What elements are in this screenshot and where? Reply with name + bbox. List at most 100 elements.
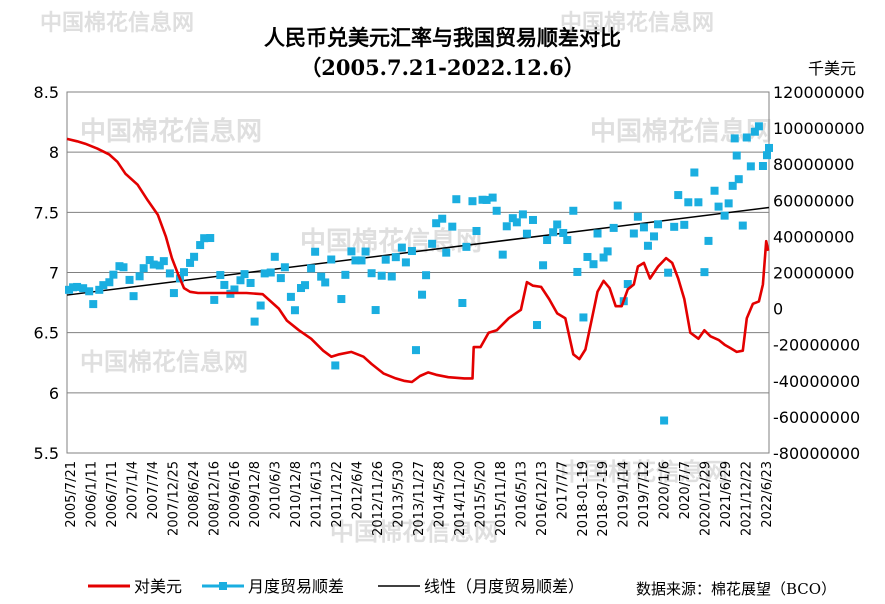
surplus-marker [105, 278, 114, 287]
left-axis-tick-label: 6.5 [34, 324, 59, 343]
surplus-marker [438, 214, 447, 223]
surplus-marker [169, 289, 178, 298]
x-axis-tick-label: 2018-01-19 [576, 461, 591, 537]
legend-label-trend: 线性（月度贸易顺差） [424, 577, 584, 596]
x-axis-tick-label: 2019/7/12 [637, 461, 652, 528]
surplus-marker [297, 284, 305, 293]
x-axis-tick-label: 2005/7/21 [64, 461, 79, 528]
x-axis-tick-label: 2008/12/16 [207, 461, 222, 536]
surplus-marker [442, 248, 451, 257]
surplus-marker [391, 253, 400, 262]
surplus-marker [115, 262, 124, 271]
x-axis-tick-label: 2016/12/13 [535, 461, 550, 536]
surplus-marker [307, 264, 316, 273]
surplus-marker [593, 229, 602, 238]
surplus-marker [694, 198, 703, 207]
surplus-marker [119, 263, 128, 272]
surplus-marker [633, 212, 642, 221]
x-axis-tick-label: 2011/12/2 [330, 461, 345, 528]
surplus-marker [89, 300, 98, 309]
surplus-marker [220, 280, 229, 289]
right-axis-unit: 千美元 [808, 59, 857, 78]
right-axis-tick-label: 0 [773, 300, 783, 319]
surplus-marker [311, 247, 320, 256]
x-axis-tick-label: 2010/12/8 [289, 461, 304, 528]
surplus-marker [317, 272, 326, 281]
surplus-marker [250, 317, 259, 326]
surplus-marker [742, 133, 751, 142]
x-axis-tick-label: 2013/5/30 [392, 461, 407, 528]
surplus-marker [492, 206, 501, 215]
surplus-marker [401, 258, 410, 267]
surplus-marker [377, 271, 386, 280]
surplus-marker [256, 301, 265, 310]
surplus-marker [559, 228, 568, 237]
surplus-marker [246, 278, 255, 287]
x-axis-tick-label: 2012/11/26 [371, 461, 386, 536]
x-axis-tick-label: 2021/6/29 [719, 461, 734, 528]
surplus-marker [738, 221, 747, 230]
watermark-text: 中国棉花信息网 [80, 348, 248, 376]
surplus-marker [728, 181, 737, 190]
surplus-marker [684, 198, 693, 207]
data-source-note: 数据来源：棉花展望（BCO） [636, 580, 837, 598]
surplus-marker [371, 306, 380, 315]
surplus-marker [351, 256, 360, 265]
surplus-marker [765, 143, 773, 152]
left-axis-tick-label: 6 [49, 384, 59, 403]
surplus-marker [230, 285, 239, 294]
surplus-marker [236, 276, 245, 285]
right-axis-tick-label: -80000000 [773, 444, 860, 463]
surplus-marker [674, 191, 683, 200]
surplus-marker [643, 241, 652, 250]
surplus-marker [286, 292, 295, 301]
left-axis-tick-label: 8 [49, 143, 59, 162]
surplus-marker [69, 283, 78, 292]
surplus-marker [563, 236, 572, 245]
watermark-text: 中国棉花信息网 [80, 116, 262, 147]
surplus-marker [196, 241, 205, 250]
surplus-marker [206, 234, 215, 243]
rate-line [66, 137, 770, 384]
surplus-marker [573, 267, 582, 276]
surplus-marker [85, 287, 94, 296]
trend-line [66, 206, 770, 296]
surplus-marker [758, 162, 767, 171]
surplus-marker [407, 247, 416, 256]
surplus-marker [276, 274, 285, 283]
surplus-marker [387, 272, 396, 281]
surplus-marker [99, 281, 108, 290]
legend-label-rate: 对美元 [134, 577, 182, 596]
surplus-marker [654, 220, 663, 229]
surplus-marker [129, 292, 138, 301]
surplus-marker [680, 220, 689, 229]
surplus-marker [482, 195, 491, 204]
watermark-text: 中国棉花信息网 [300, 226, 482, 257]
watermark-text: 中国棉花信息网 [40, 10, 194, 36]
surplus-marker [145, 256, 154, 265]
right-axis-tick-label: 100000000 [773, 119, 865, 138]
surplus-marker [478, 195, 487, 204]
surplus-marker [190, 252, 199, 261]
surplus-marker [428, 239, 437, 248]
x-axis-tick-label: 2013/11/27 [412, 461, 427, 536]
surplus-marker [260, 269, 269, 278]
legend-label-surplus: 月度贸易顺差 [248, 577, 344, 596]
right-axis-tick-label: 80000000 [773, 155, 854, 174]
x-axis-tick-label: 2017/7/7 [555, 461, 570, 519]
surplus-marker [750, 127, 759, 136]
surplus-marker [714, 202, 723, 211]
surplus-marker [650, 232, 659, 241]
surplus-marker [629, 229, 638, 238]
surplus-marker [270, 252, 279, 261]
surplus-marker [730, 134, 739, 143]
surplus-marker [569, 206, 578, 215]
surplus-marker [670, 222, 679, 231]
x-axis-tick-label: 2006/7/11 [105, 461, 120, 528]
right-axis-tick-label: -20000000 [773, 336, 860, 355]
surplus-marker [73, 282, 82, 291]
surplus-marker [216, 271, 225, 280]
surplus-marker [331, 361, 340, 370]
x-axis-tick-label: 2009/12/8 [248, 461, 263, 528]
